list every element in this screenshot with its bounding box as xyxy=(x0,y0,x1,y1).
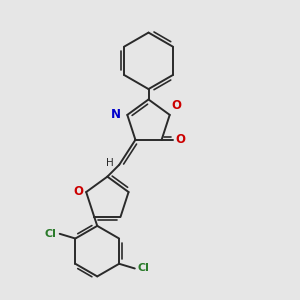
Text: H: H xyxy=(106,158,114,168)
Text: N: N xyxy=(111,108,121,122)
Text: O: O xyxy=(176,133,185,146)
Text: Cl: Cl xyxy=(138,263,150,274)
Text: Cl: Cl xyxy=(45,229,57,239)
Text: O: O xyxy=(171,99,181,112)
Text: O: O xyxy=(73,185,83,198)
